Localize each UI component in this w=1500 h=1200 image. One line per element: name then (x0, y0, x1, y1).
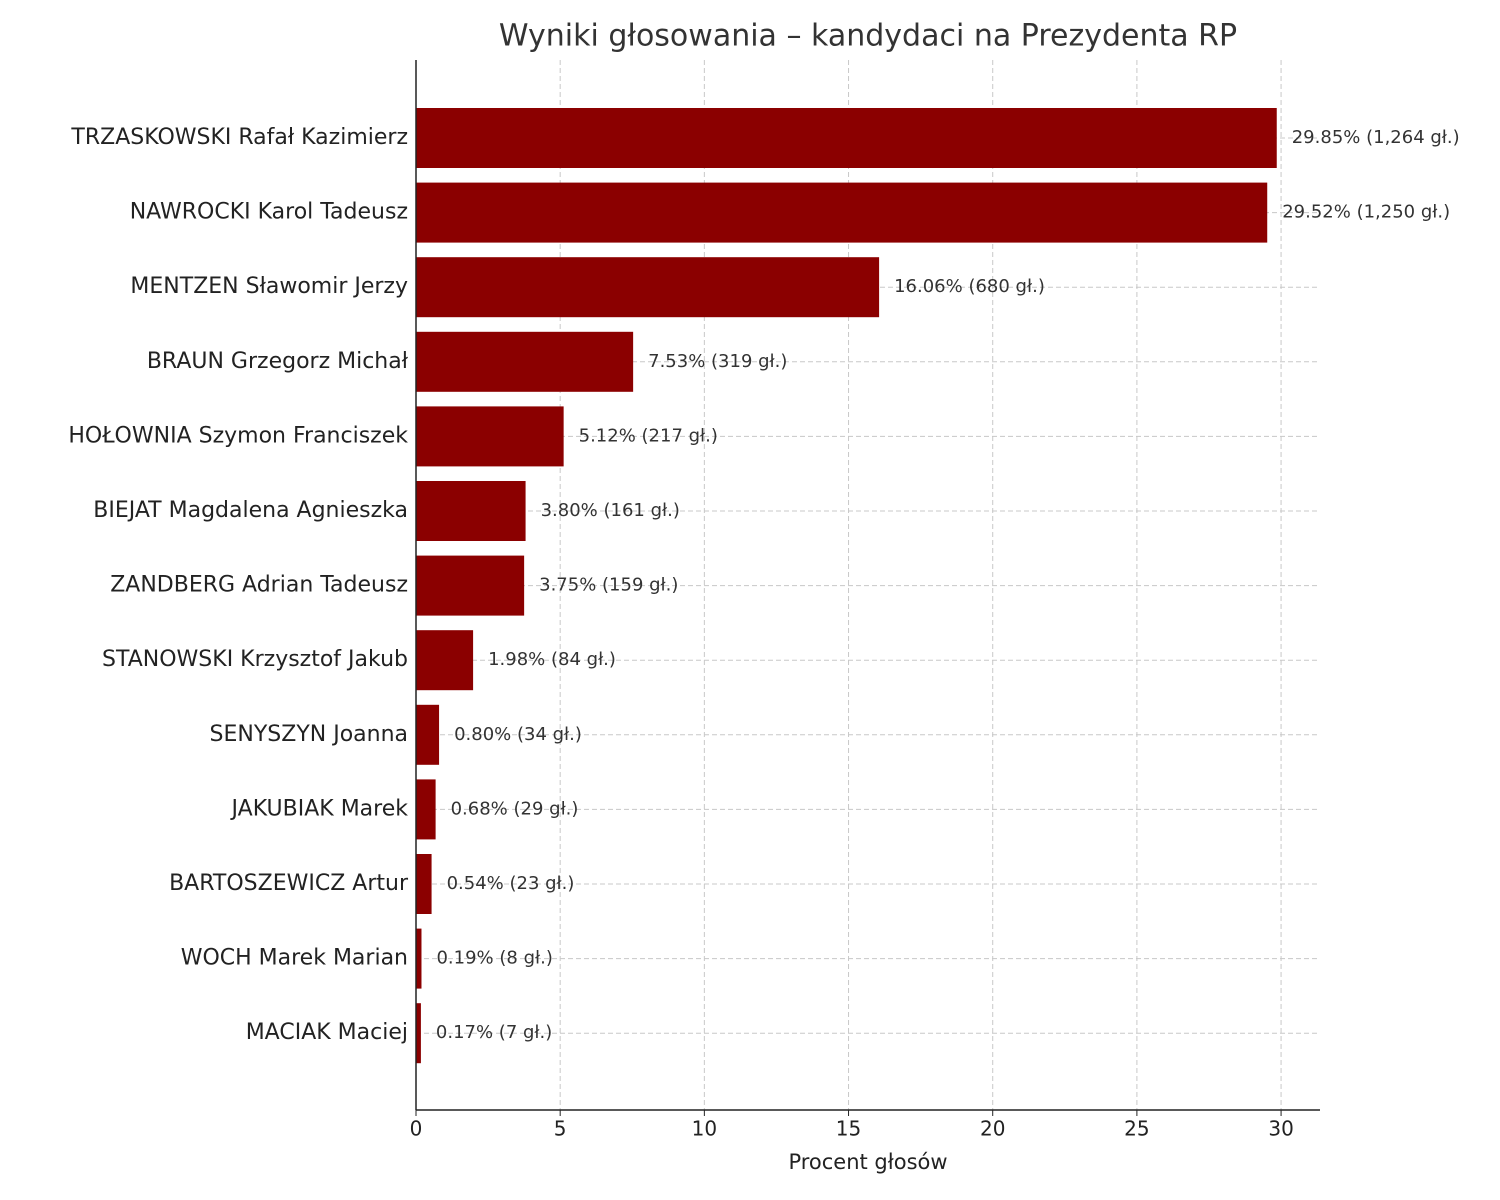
bar (416, 704, 440, 765)
y-tick-label: NAWROCKI Karol Tadeusz (130, 200, 408, 225)
bar (416, 257, 880, 318)
bar (416, 406, 564, 467)
x-axis-label: Procent głosów (788, 1150, 947, 1174)
value-label: 0.17% (7 gł.) (436, 1022, 552, 1043)
bar (416, 630, 474, 691)
y-tick-label: STANOWSKI Krzysztof Jakub (102, 647, 408, 672)
x-tick-label: 0 (410, 1117, 423, 1141)
value-label: 5.12% (217 gł.) (579, 425, 718, 446)
y-tick-label: SENYSZYN Joanna (210, 722, 408, 747)
value-label: 0.68% (29 gł.) (451, 798, 579, 819)
y-tick-label: ZANDBERG Adrian Tadeusz (110, 573, 408, 598)
y-tick-label: BARTOSZEWICZ Artur (169, 871, 409, 896)
value-label: 1.98% (84 gł.) (488, 649, 616, 670)
bar (416, 779, 436, 840)
y-tick-label: MENTZEN Sławomir Jerzy (130, 274, 408, 299)
value-label: 3.75% (159 gł.) (539, 575, 678, 596)
value-label: 29.85% (1,264 gł.) (1292, 127, 1460, 148)
y-tick-label: BRAUN Grzegorz Michał (147, 349, 409, 374)
value-label: 16.06% (680 gł.) (894, 276, 1045, 297)
y-tick-label: MACIAK Maciej (246, 1020, 408, 1045)
x-tick-label: 30 (1268, 1117, 1293, 1141)
bar (416, 1003, 421, 1064)
y-tick-label: TRZASKOWSKI Rafał Kazimierz (70, 125, 408, 150)
x-tick-label: 15 (836, 1117, 861, 1141)
value-label: 3.80% (161 gł.) (541, 500, 680, 521)
value-label: 7.53% (319 gł.) (648, 351, 787, 372)
bar (416, 928, 422, 989)
bar (416, 481, 526, 541)
bar (416, 182, 1268, 243)
x-tick-label: 10 (692, 1117, 717, 1141)
y-tick-label: JAKUBIAK Marek (230, 796, 409, 821)
x-tick-label: 20 (980, 1117, 1005, 1141)
bar (416, 854, 432, 914)
bar (416, 331, 634, 392)
bar (416, 108, 1277, 168)
y-tick-label: WOCH Marek Marian (181, 946, 408, 971)
value-label: 0.80% (34 gł.) (454, 724, 582, 745)
bar (416, 555, 525, 616)
y-tick-label: HOŁOWNIA Szymon Franciszek (68, 423, 408, 448)
chart-title: Wyniki głosowania – kandydaci na Prezyde… (499, 19, 1237, 54)
value-label: 0.19% (8 gł.) (436, 948, 552, 969)
value-label: 29.52% (1,250 gł.) (1282, 202, 1450, 223)
value-label: 0.54% (23 gł.) (447, 873, 575, 894)
x-tick-label: 25 (1124, 1117, 1149, 1141)
y-tick-label: BIEJAT Magdalena Agnieszka (93, 498, 408, 523)
x-tick-label: 5 (554, 1117, 567, 1141)
